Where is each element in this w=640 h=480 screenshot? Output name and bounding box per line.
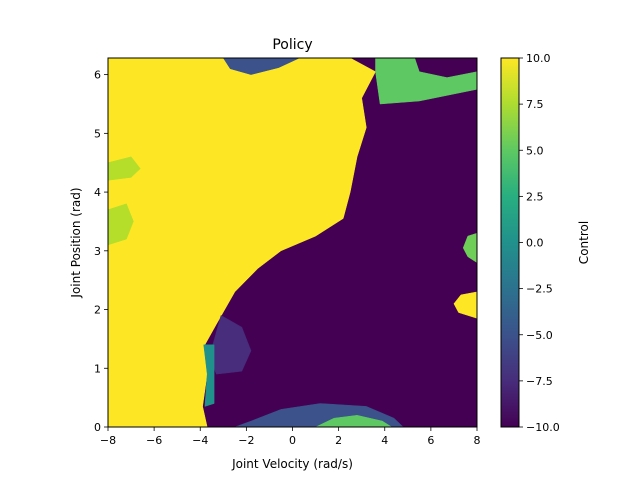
y-tick-label: 5 [94, 127, 101, 140]
colorbar-tick-label: −5.0 [526, 329, 553, 342]
y-tick-label: 2 [94, 304, 101, 317]
x-axis: −8 −6 −4 −2 0 2 4 6 8 [100, 427, 481, 447]
colorbar: 10.0 7.5 5.0 2.5 0.0 −2.5 −5.0 −7.5 −10.0 Contro… [500, 52, 591, 434]
chart-title: Policy [272, 37, 312, 53]
y-axis: 0 1 2 3 4 5 6 [94, 69, 108, 434]
x-tick-label: 0 [289, 434, 296, 447]
colorbar-tick-label: −7.5 [526, 375, 553, 388]
x-tick-label: −6 [146, 434, 162, 447]
colorbar-ticks: 10.0 7.5 5.0 2.5 0.0 −2.5 −5.0 −7.5 −10.0 [519, 52, 560, 434]
plot-area [108, 58, 477, 427]
region-right-edge-positive-patch-lower [453, 291, 477, 319]
colorbar-tick-label: 2.5 [526, 190, 544, 203]
x-tick-label: −8 [100, 434, 116, 447]
colorbar-tick-label: −10.0 [526, 421, 560, 434]
x-tick-label: −2 [238, 434, 254, 447]
region-bottom-center-positive-patch [315, 415, 393, 427]
colorbar-tick-label: 5.0 [526, 144, 544, 157]
y-tick-label: 0 [94, 421, 101, 434]
y-tick-label: 6 [94, 69, 101, 82]
region-left-boundary-teal-strip [203, 344, 215, 407]
y-tick-label: 1 [94, 362, 101, 375]
region-left-edge-positive-patch-upper [108, 156, 141, 181]
region-upper-right-positive-band [375, 58, 477, 105]
region-left-edge-positive-patch-lower [108, 203, 134, 246]
x-axis-label: Joint Velocity (rad/s) [231, 457, 353, 471]
colorbar-tick-label: 0.0 [526, 237, 544, 250]
colorbar-gradient [500, 57, 520, 428]
colorbar-tick-label: −2.5 [526, 283, 553, 296]
region-top-center-negative-patch [223, 58, 300, 75]
y-axis-label: Joint Position (rad) [69, 187, 83, 298]
x-tick-label: 2 [335, 434, 342, 447]
x-tick-label: 6 [427, 434, 434, 447]
x-tick-label: 8 [474, 434, 481, 447]
y-tick-label: 3 [94, 245, 101, 258]
colorbar-tick-label: 10.0 [526, 52, 551, 65]
y-tick-label: 4 [94, 186, 101, 199]
x-tick-label: 4 [381, 434, 388, 447]
colorbar-label: Control [577, 221, 591, 264]
x-tick-label: −4 [192, 434, 208, 447]
region-right-edge-positive-patch-upper [462, 232, 477, 263]
heatmap-regions [108, 58, 477, 427]
colorbar-tick-label: 7.5 [526, 98, 544, 111]
